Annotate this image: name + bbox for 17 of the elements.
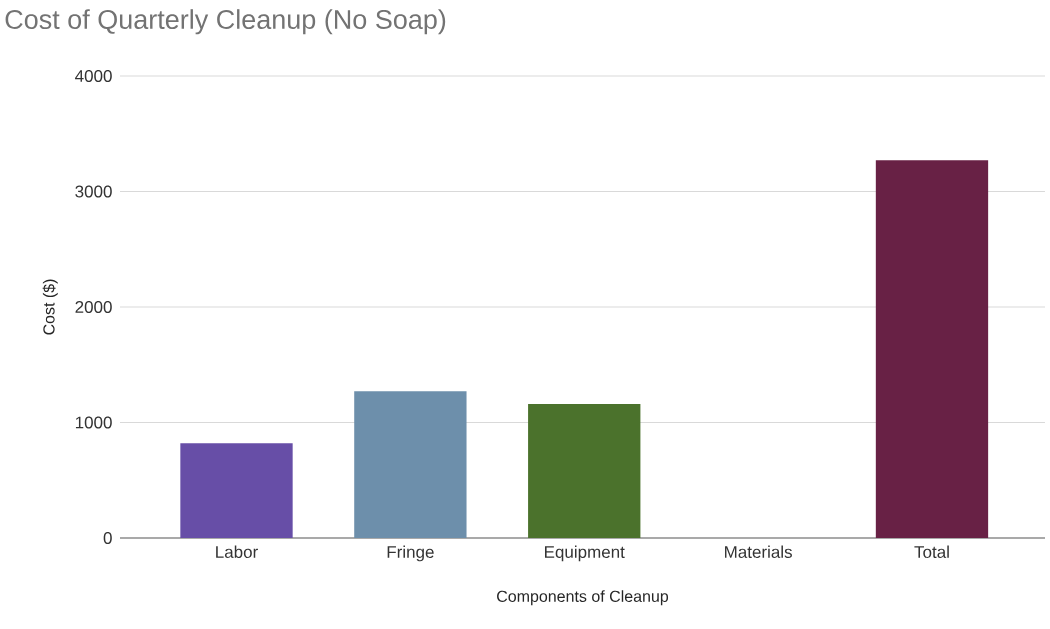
y-tick-label: 1000 <box>75 416 112 429</box>
y-tick-label: 2000 <box>75 300 112 314</box>
bar <box>528 404 641 538</box>
y-axis-title: Cost ($) <box>42 279 58 335</box>
y-tick-label: 4000 <box>75 69 112 83</box>
bar <box>354 391 467 538</box>
chart-title: Cost of Quarterly Cleanup (No Soap) <box>5 9 446 35</box>
bar <box>875 160 989 538</box>
y-tick-label: 0 <box>103 531 112 545</box>
x-tick-label: Equipment <box>545 545 625 562</box>
x-tick-label: Labor <box>216 545 258 559</box>
x-tick-label: Fringe <box>387 545 434 562</box>
x-tick-label: Total <box>914 545 949 559</box>
x-tick-label: Materials <box>725 545 792 559</box>
bar <box>180 443 293 538</box>
y-tick-label: 3000 <box>75 185 112 198</box>
x-axis-title: Components of Cleanup <box>497 590 669 606</box>
